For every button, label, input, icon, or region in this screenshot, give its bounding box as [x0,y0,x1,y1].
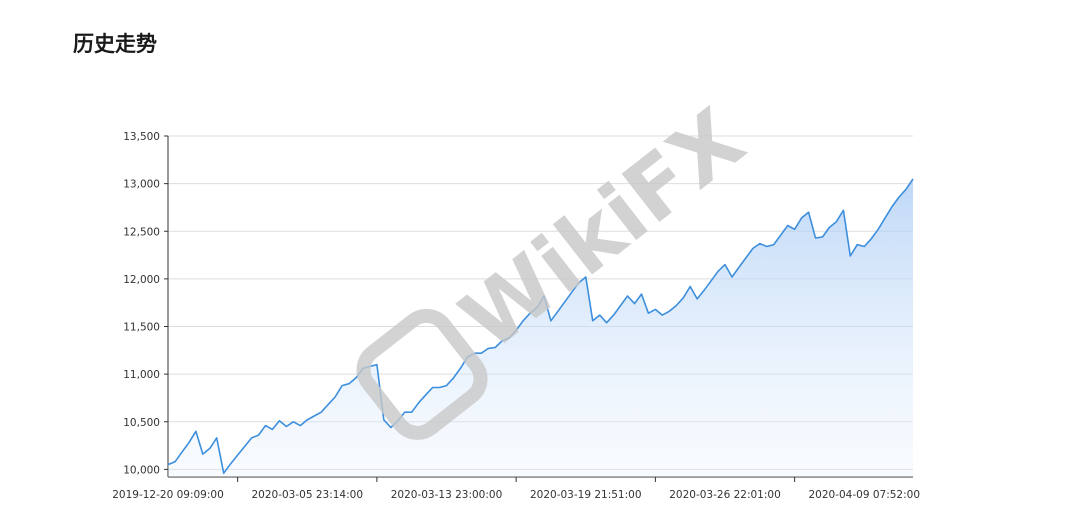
y-tick-label: 10,500 [123,417,160,429]
section-title: 历史走势 [73,32,157,56]
x-tick-label: 2020-03-19 21:51:00 [530,489,642,501]
x-tick-label: 2020-03-26 22:01:00 [669,489,781,501]
y-tick-label: 13,000 [123,179,160,191]
y-tick-label: 11,500 [123,322,160,334]
x-tick-label: 2020-04-09 07:52:00 [808,489,920,501]
y-tick-label: 11,000 [123,369,160,381]
y-tick-label: 12,000 [123,274,160,286]
x-tick-label: 2020-03-05 23:14:00 [251,489,363,501]
y-tick-label: 13,500 [123,131,160,143]
y-tick-label: 10,000 [123,464,160,476]
watermark-logo [356,308,488,440]
y-tick-label: 12,500 [123,226,160,238]
x-tick-label: 2019-12-20 09:09:00 [112,489,224,501]
x-tick-label: 2020-03-13 23:00:00 [391,489,503,501]
line [167,178,914,474]
area [168,178,913,477]
